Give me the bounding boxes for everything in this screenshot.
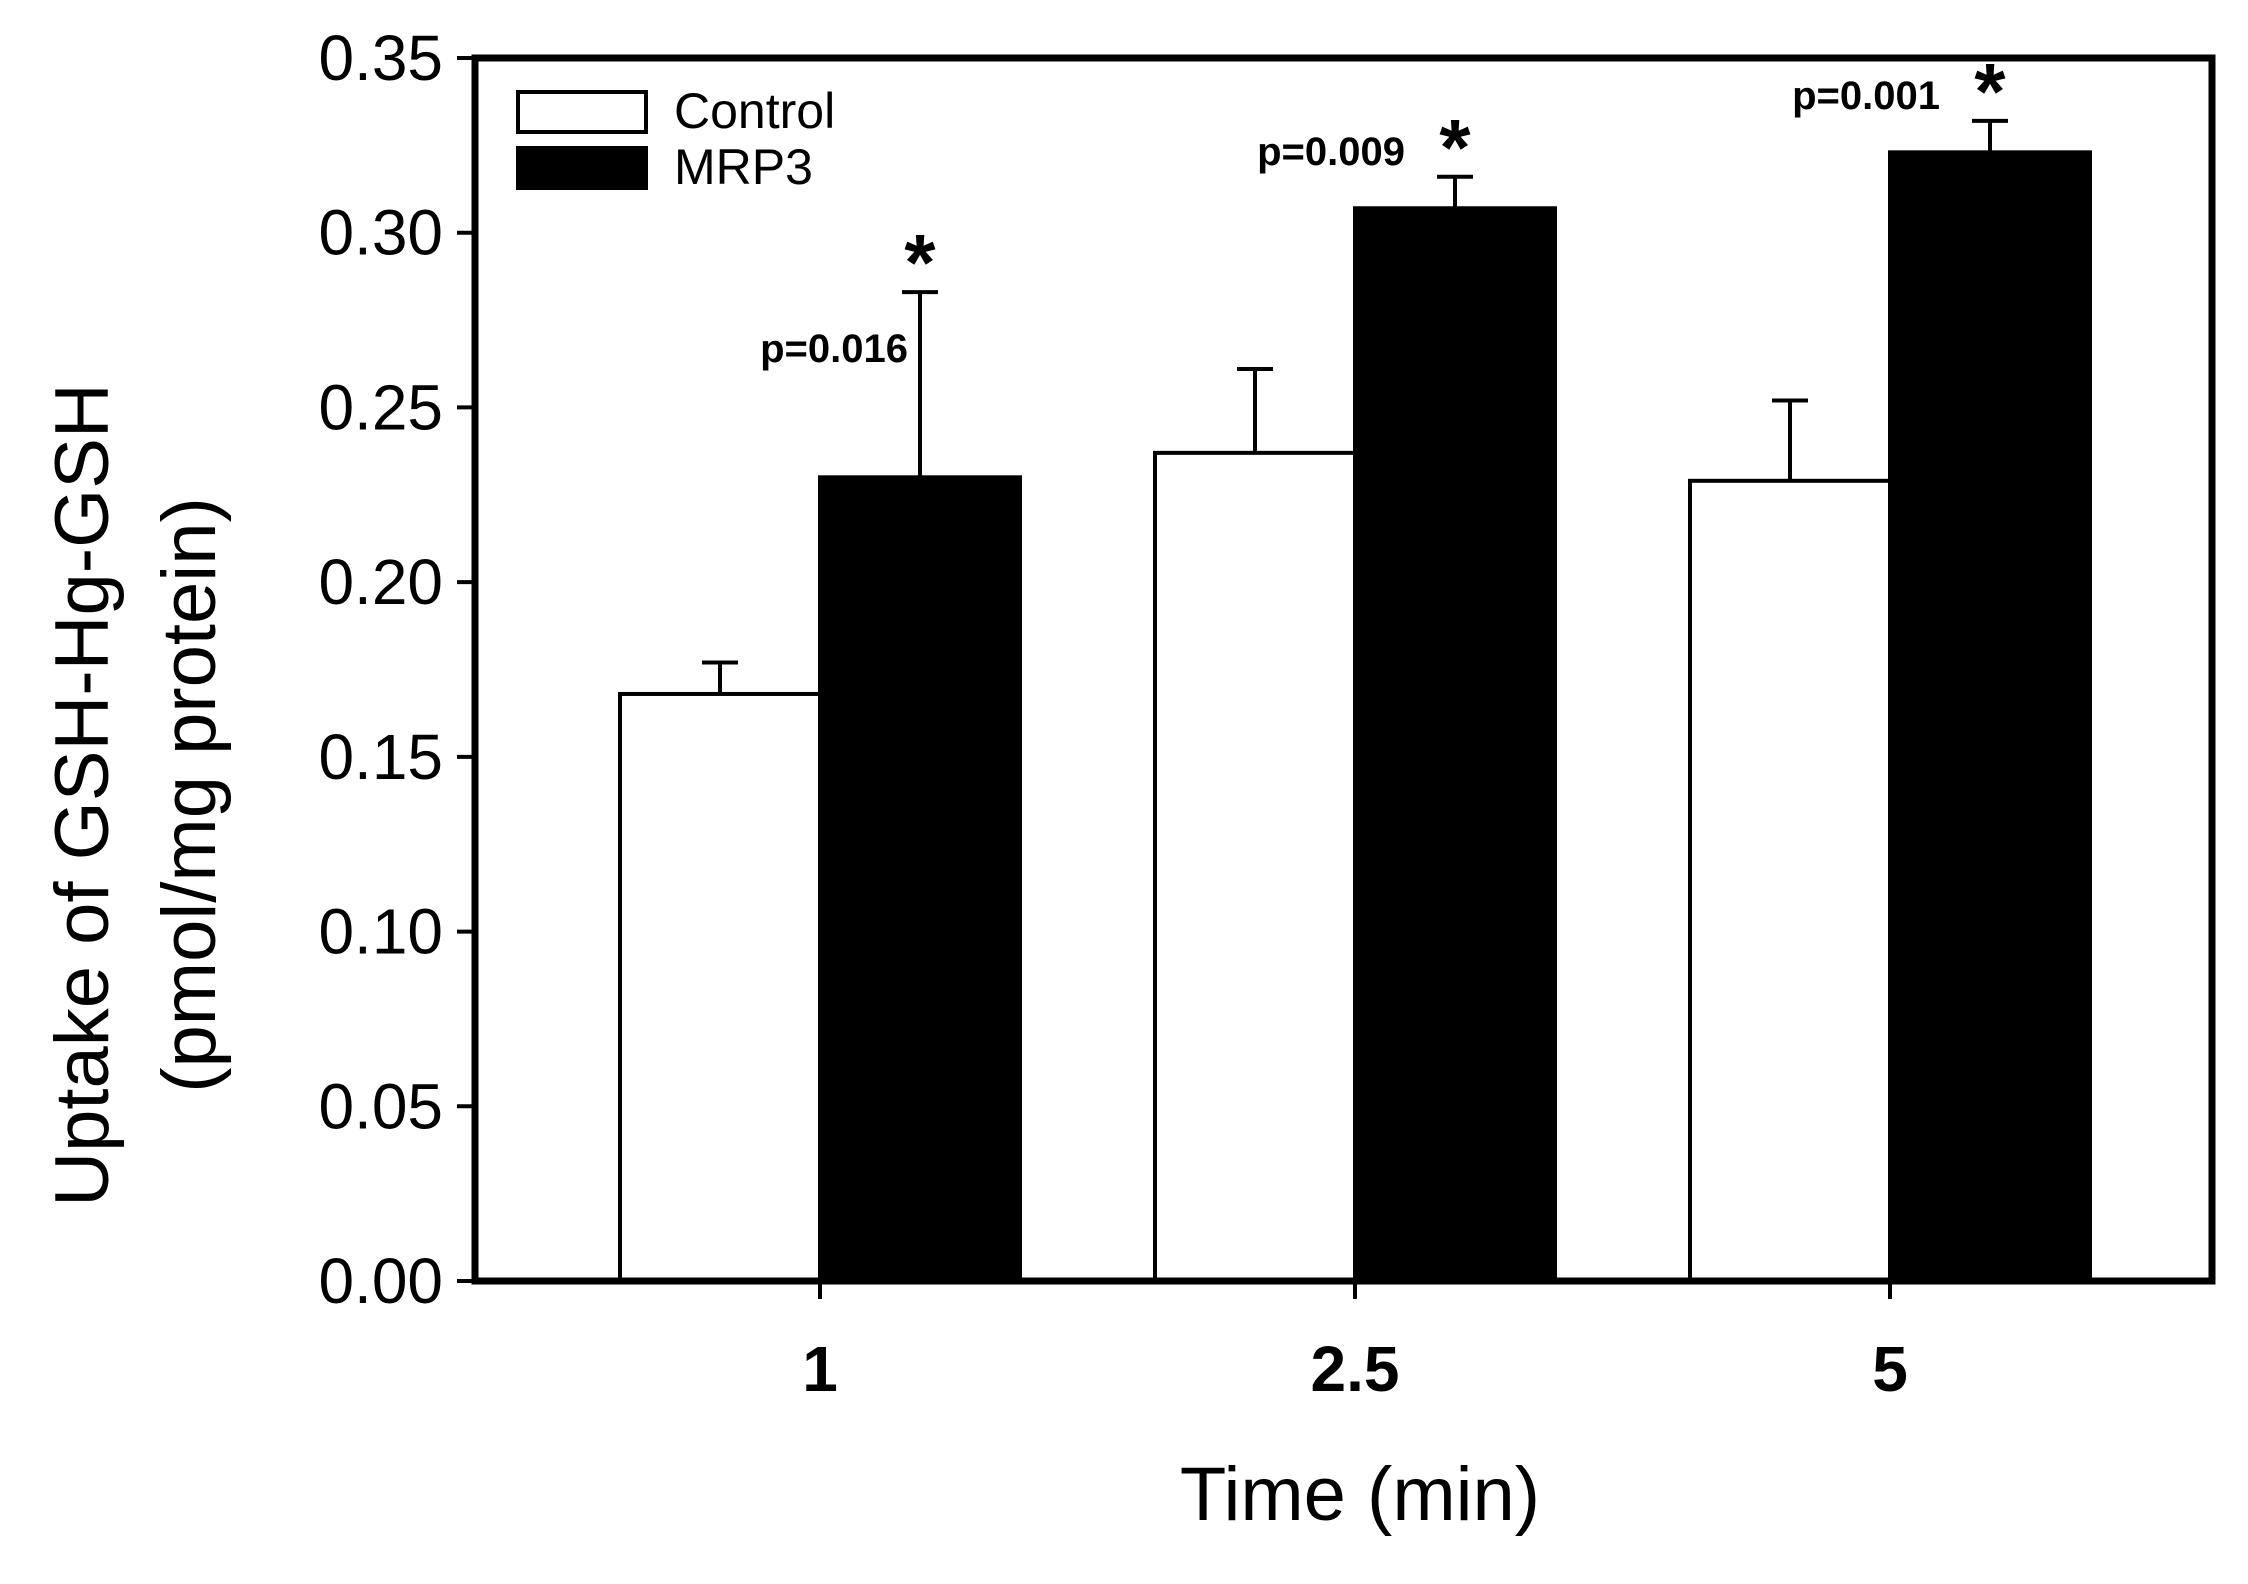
y-tick-label: 0.00 — [318, 1245, 443, 1317]
y-tick-label: 0.30 — [318, 197, 443, 269]
x-tick-label: 2.5 — [1311, 1333, 1400, 1405]
bar-mrp3-1 — [818, 475, 1022, 1284]
significance-star: * — [1439, 103, 1471, 192]
y-tick-label: 0.15 — [318, 721, 443, 793]
bar-control-1 — [618, 691, 822, 1283]
y-tick-label: 0.35 — [318, 22, 443, 94]
x-axis-title: Time (min) — [1180, 1452, 1540, 1537]
y-axis-title-line-2: (pmol/mg protein) — [147, 497, 232, 1093]
bar-control-2.5 — [1153, 450, 1357, 1283]
y-tick-label: 0.05 — [318, 1070, 443, 1142]
plot-frame — [471, 54, 2216, 1285]
significance-star: * — [904, 218, 936, 307]
legend-label-mrp3: MRP3 — [674, 139, 813, 195]
y-tick-label: 0.25 — [318, 371, 443, 443]
y-tick-label: 0.20 — [318, 546, 443, 618]
legend-swatch-mrp3 — [516, 146, 648, 190]
p-value-label: p=0.016 — [760, 327, 908, 371]
x-tick-label: 1 — [802, 1333, 838, 1405]
p-value-label: p=0.009 — [1257, 130, 1405, 174]
significance-star: * — [1974, 47, 2006, 136]
y-axis-title-line-1: Uptake of GSH-Hg-GSH — [40, 383, 125, 1207]
legend-swatch-control — [516, 90, 648, 134]
legend-label-control: Control — [674, 83, 835, 139]
p-value-label: p=0.001 — [1792, 74, 1940, 118]
bar-control-5 — [1688, 478, 1892, 1283]
bar-mrp3-5 — [1888, 150, 2092, 1284]
x-tick-label: 5 — [1872, 1333, 1908, 1405]
y-tick-label: 0.10 — [318, 896, 443, 968]
plot-area: 0.00 0.05 0.10 0.15 0.20 0.25 0.30 0.35 1 2.5 5 * p=… — [318, 22, 2216, 1405]
bar-mrp3-2.5 — [1353, 206, 1557, 1284]
